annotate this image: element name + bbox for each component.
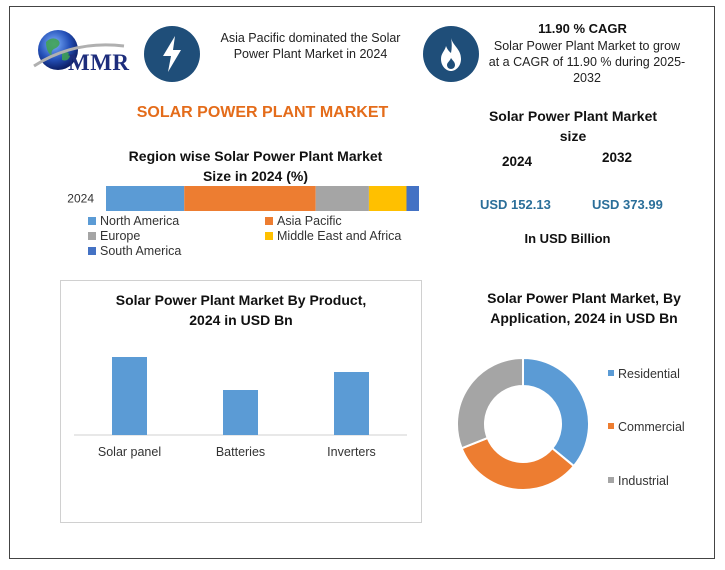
- product-chart-panel: [60, 280, 422, 523]
- value-2032: USD 373.99: [592, 197, 663, 212]
- logo-text: MMR: [68, 50, 130, 75]
- region-chart-title: Region wise Solar Power Plant Market Siz…: [128, 148, 383, 184]
- main-title: SOLAR POWER PLANT MARKET: [136, 104, 389, 121]
- flame-badge: [423, 26, 479, 82]
- lightning-badge: [144, 26, 200, 82]
- unit-label: In USD Billion: [524, 231, 611, 246]
- legend-mea: Middle East and Africa: [265, 229, 401, 243]
- legend-europe: Europe: [88, 229, 140, 243]
- cagr-description: Solar Power Plant Market to grow at a CA…: [488, 39, 686, 85]
- year-2024: 2024: [501, 154, 533, 169]
- market-size-title-line1: Solar Power Plant Market: [488, 108, 658, 124]
- lightning-icon: [163, 36, 181, 72]
- legend-asia-pacific: Asia Pacific: [265, 214, 342, 228]
- region-dominance-text: Asia Pacific dominated the Solar Power P…: [220, 31, 401, 61]
- legend-swatch: [88, 247, 96, 255]
- mmr-globe-logo-icon: [33, 30, 125, 70]
- market-size-title: Solar Power Plant Market size: [478, 106, 668, 146]
- legend-swatch: [88, 217, 96, 225]
- legend-north-america: North America: [88, 214, 179, 228]
- market-size-title-line2: size: [559, 128, 587, 144]
- value-2024: USD 152.13: [480, 197, 551, 212]
- application-chart-title: Solar Power Plant Market, By Application…: [487, 290, 681, 326]
- product-chart-title: Solar Power Plant Market By Product, 202…: [115, 292, 367, 328]
- infographic-frame: [9, 6, 715, 559]
- legend-label: North America: [100, 214, 180, 228]
- legend-swatch: [265, 232, 273, 240]
- legend-south-america: South America: [88, 244, 181, 258]
- legend-label: Middle East and Africa: [277, 229, 402, 243]
- legend-label: South America: [100, 244, 182, 258]
- legend-label: Asia Pacific: [277, 214, 342, 228]
- flame-icon: [441, 38, 461, 71]
- legend-swatch: [265, 217, 273, 225]
- legend-swatch: [88, 232, 96, 240]
- year-2032: 2032: [601, 150, 633, 165]
- cagr-title: 11.90 % CAGR: [538, 21, 627, 36]
- legend-label: Europe: [100, 229, 141, 243]
